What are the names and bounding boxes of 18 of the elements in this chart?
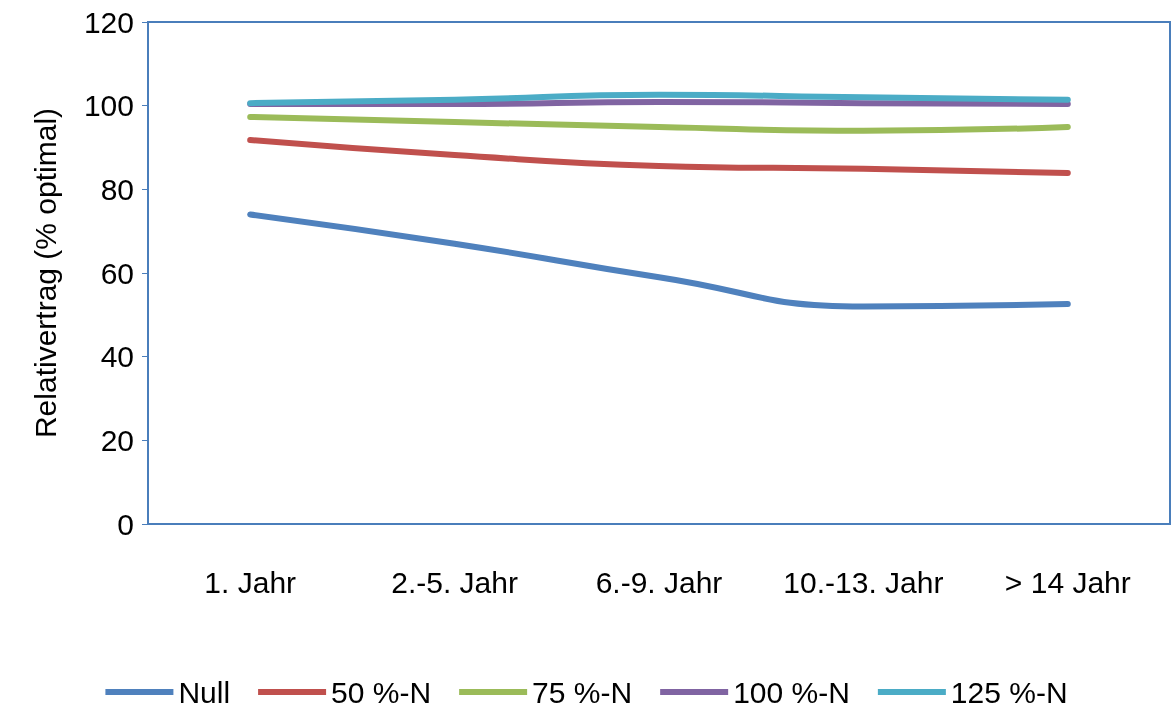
legend-label: 125 %-N: [950, 675, 1068, 709]
y-tick-label: 40: [100, 340, 134, 374]
x-tick-label: 10.-13. Jahr: [783, 565, 944, 599]
y-tick-label: 20: [100, 423, 134, 457]
legend-label: 50 %-N: [331, 675, 432, 709]
y-axis-title: Relativertrag (% optimal): [28, 107, 62, 439]
x-tick-label: > 14 Jahr: [1004, 565, 1131, 599]
y-tick-label: 0: [117, 507, 134, 541]
y-tick-label: 120: [83, 5, 134, 39]
y-tick-label: 60: [100, 256, 134, 290]
x-tick-label: 6.-9. Jahr: [595, 565, 723, 599]
legend-label: 100 %-N: [733, 675, 850, 709]
x-tick-label: 2.-5. Jahr: [391, 565, 518, 599]
x-tick-label: 1. Jahr: [204, 565, 297, 599]
y-tick-label: 100: [83, 89, 134, 123]
legend-label: Null: [178, 675, 231, 709]
legend-label: 75 %-N: [532, 675, 633, 709]
y-tick-label: 80: [100, 172, 134, 206]
